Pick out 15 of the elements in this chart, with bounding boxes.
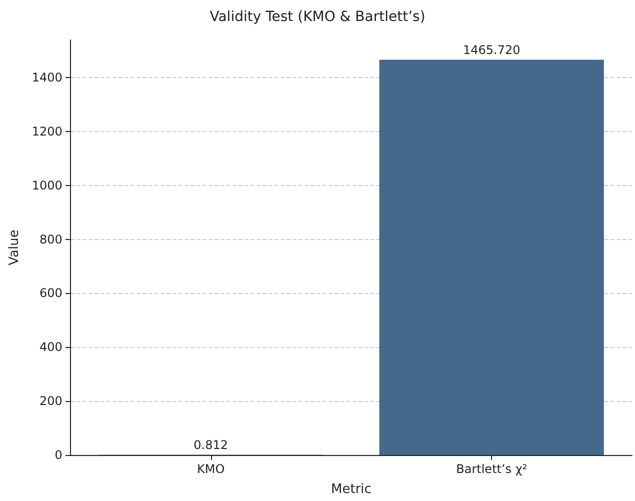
y-tick-label: 1200 <box>32 124 62 138</box>
data-label: 0.812 <box>194 438 228 452</box>
y-axis-title: Value <box>7 230 22 266</box>
x-tick-label: KMO <box>196 462 225 476</box>
y-tick-label: 1400 <box>32 70 62 84</box>
y-tick-label: 600 <box>40 286 62 300</box>
chart-title: Validity Test (KMO & Bartlett’s) <box>210 9 426 25</box>
y-tick-label: 0 <box>54 448 62 462</box>
x-tick-label: Bartlett’s χ² <box>456 462 528 476</box>
y-tick-label: 1000 <box>32 178 62 192</box>
y-tick-label: 800 <box>40 232 62 246</box>
data-label: 1465.720 <box>462 42 520 57</box>
y-tick-label: 400 <box>40 340 62 354</box>
x-axis-title: Metric <box>331 482 372 497</box>
y-tick-label: 200 <box>40 394 62 408</box>
